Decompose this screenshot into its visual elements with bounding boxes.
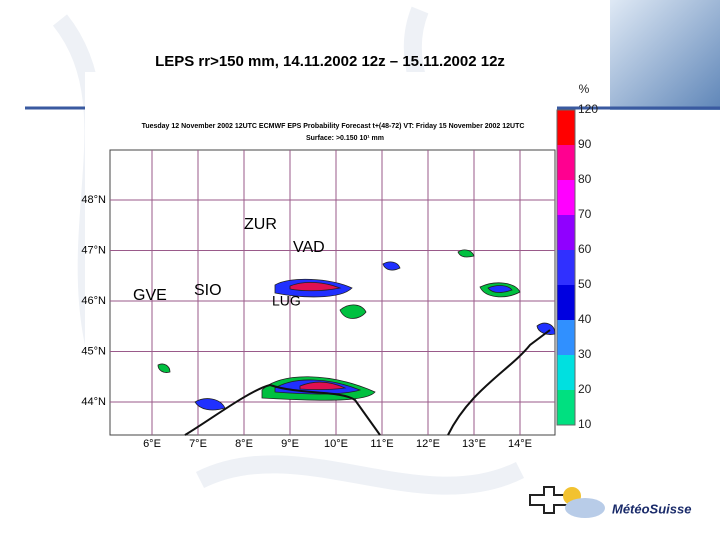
longitude-label: 11°E [370, 438, 393, 450]
colorbar-label: 20 [578, 382, 592, 396]
latitude-label: 47°N [81, 244, 106, 256]
longitude-label: 12°E [416, 438, 440, 450]
colorbar-label: 70 [578, 207, 592, 221]
logo: MétéoSuisse [529, 486, 691, 518]
colorbar-label: 30 [578, 347, 592, 361]
colorbar-unit: % [579, 82, 590, 96]
colorbar-segment [557, 320, 575, 355]
place-label: VAD [293, 239, 325, 256]
colorbar-label: 10 [578, 417, 592, 431]
colorbar-segment [557, 285, 575, 320]
colorbar-segment [557, 110, 575, 145]
map-header: Surface: >0.150 10¹ mm [306, 135, 384, 142]
colorbar-label: 60 [578, 242, 592, 256]
latitude-label: 45°N [81, 345, 106, 357]
graticule [110, 150, 555, 435]
coastline [184, 329, 551, 436]
longitude-label: 14°E [508, 438, 532, 450]
colorbar-label: 120 [578, 102, 598, 116]
colorbar-frame [556, 109, 576, 426]
slide-title: LEPS rr>150 mm, 14.11.2002 12z – 15.11.2… [155, 53, 505, 70]
latitude-label: 44°N [81, 396, 106, 408]
longitude-label: 9°E [281, 438, 299, 450]
colorbar-label: 40 [578, 312, 592, 326]
longitude-label: 13°E [462, 438, 486, 450]
longitude-label: 10°E [324, 438, 348, 450]
place-label: SIO [194, 282, 222, 299]
colorbar-segment [557, 180, 575, 215]
longitude-label: 6°E [143, 438, 161, 450]
colorbar-label: 90 [578, 137, 592, 151]
contours [157, 249, 556, 411]
longitude-labels: 6°E 7°E 8°E 9°E 10°E 11°E 12°E 13°E 14°E [143, 438, 532, 450]
place-label: LUG [272, 293, 301, 309]
place-label: GVE [133, 287, 167, 304]
longitude-label: 8°E [235, 438, 253, 450]
colorbar-segment [557, 145, 575, 180]
colorbar-segment [557, 215, 575, 250]
colorbar: 120 90 80 70 60 50 40 30 20 10 [556, 102, 598, 431]
colorbar-segment [557, 390, 575, 425]
colorbar-segment [557, 250, 575, 285]
colorbar-label: 80 [578, 172, 592, 186]
place-label: ZUR [244, 216, 277, 233]
logo-text: MétéoSuisse [612, 501, 691, 516]
latitude-label: 48°N [81, 194, 106, 206]
longitude-label: 7°E [189, 438, 207, 450]
latitude-labels: 48°N 47°N 46°N 45°N 44°N [81, 194, 106, 408]
map-header: Tuesday 12 November 2002 12UTC ECMWF EPS… [142, 123, 525, 130]
corner-image [610, 0, 720, 110]
latitude-label: 46°N [81, 295, 106, 307]
colorbar-segment [557, 355, 575, 390]
colorbar-label: 50 [578, 277, 592, 291]
